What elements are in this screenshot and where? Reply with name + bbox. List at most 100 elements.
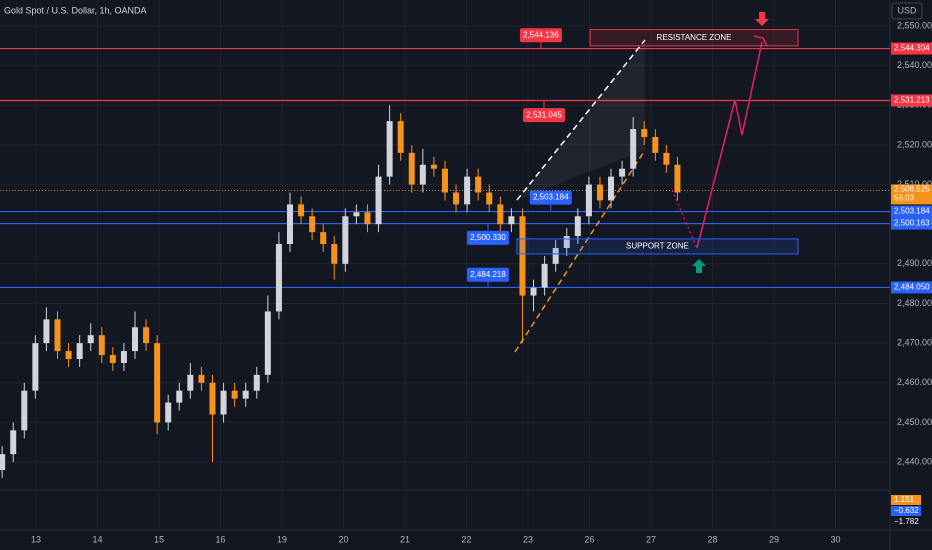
candle-body (475, 176, 482, 193)
candle-body (21, 390, 28, 431)
y-tick-label: 2,490.000 (897, 258, 932, 268)
y-tick-label: 2,550.000 (897, 20, 932, 30)
candle-body (76, 343, 83, 359)
x-tick-label: 26 (584, 534, 594, 544)
level-label: 2,544.304 (894, 44, 930, 53)
candle-body (464, 176, 471, 205)
candle-body (453, 192, 460, 205)
y-tick-label: 2,450.000 (897, 417, 932, 427)
candle-body (663, 152, 670, 165)
candle-body (585, 184, 592, 217)
zone-box (589, 29, 799, 47)
y-tick-label: 2,480.000 (897, 298, 932, 308)
candle-body (131, 327, 138, 352)
indicator-label-box (891, 517, 921, 527)
callout-box (529, 190, 572, 205)
y-tick-label: 2,440.000 (897, 456, 932, 466)
level-label: 2,484.050 (894, 283, 930, 292)
candle-body (320, 232, 327, 245)
candle-body (10, 430, 17, 455)
candle-body (652, 136, 659, 153)
x-tick-label: 13 (31, 534, 41, 544)
candle-body (54, 319, 61, 352)
candle-body (231, 390, 238, 399)
candle-body (342, 216, 349, 264)
callout-box (519, 28, 562, 43)
indicator-label: 1.151 (894, 495, 915, 504)
y-tick-label: 2,540.000 (897, 60, 932, 70)
candle-body (353, 212, 360, 217)
callout-label: 2,484.218 (470, 270, 506, 279)
callout-label: 2,544.136 (523, 30, 559, 39)
x-tick-label: 20 (338, 534, 348, 544)
level-label-box (891, 205, 932, 218)
countdown: 56:03 (894, 194, 915, 203)
level-label-box (891, 94, 932, 107)
x-tick-label: 16 (215, 534, 225, 544)
candle-body (87, 335, 94, 344)
zone-box (516, 238, 799, 255)
candle-body (253, 374, 260, 391)
x-tick-label: 19 (277, 534, 287, 544)
candle-body (242, 390, 249, 399)
candle-body (386, 121, 393, 177)
up-arrow (692, 259, 706, 273)
candle-body (120, 351, 127, 363)
candle-body (143, 327, 150, 344)
candle-body (608, 176, 615, 201)
x-tick-label: 29 (769, 534, 779, 544)
candle-body (298, 204, 305, 217)
candle-body (552, 247, 559, 264)
projection-dotted (671, 189, 698, 249)
candle-body (397, 121, 404, 153)
trend-line (516, 39, 646, 201)
y-tick-label: 2,510.000 (897, 179, 932, 189)
candle-body (563, 236, 570, 248)
level-label: 2,531.213 (894, 96, 930, 105)
indicator-label-box (891, 506, 921, 516)
candle-body (530, 287, 537, 296)
candle-body (430, 164, 437, 169)
current-price-box (891, 184, 932, 205)
x-tick-label: 21 (400, 534, 410, 544)
indicator-label: −1.782 (894, 517, 919, 526)
candle-body (419, 164, 426, 185)
candle-body (441, 168, 448, 193)
candle-body (674, 164, 681, 193)
candle-body (619, 168, 626, 177)
callout-label: 2,531.045 (526, 110, 562, 119)
x-tick-label: 22 (461, 534, 471, 544)
currency-box (891, 2, 923, 20)
y-tick-label: 2,470.000 (897, 338, 932, 348)
trend-line (514, 149, 646, 353)
y-tick-label: 2,520.000 (897, 139, 932, 149)
callout-label: 2,503.184 (533, 193, 569, 202)
candle-body (309, 216, 316, 233)
plot (0, 105, 681, 478)
overlays: 2,544.304 2,531.213 2,503.184 2,500.163 2,48… (467, 28, 932, 527)
candle-body (176, 390, 183, 403)
projection-path (696, 41, 763, 249)
current-price-label: 2,508.525 (894, 185, 930, 194)
x-tick-label: 27 (646, 534, 656, 544)
candle-body (264, 311, 271, 375)
candle-body (109, 355, 116, 363)
indicator-label: −0.632 (894, 506, 919, 515)
candle-body (331, 244, 338, 264)
candle-body (32, 343, 39, 391)
candle-body (275, 244, 282, 312)
candle-body (65, 351, 72, 359)
candle-body (165, 402, 172, 423)
candle-body (541, 263, 548, 288)
x-tick-label: 30 (831, 534, 841, 544)
candle-body (0, 454, 6, 470)
currency: USD (897, 5, 917, 15)
x-tick-label: 23 (523, 534, 533, 544)
callout-label: 2,500.330 (470, 233, 506, 242)
candle-body (364, 212, 371, 225)
arrow-head (753, 35, 768, 47)
level-label-box (891, 217, 932, 230)
candle-body (486, 192, 493, 205)
